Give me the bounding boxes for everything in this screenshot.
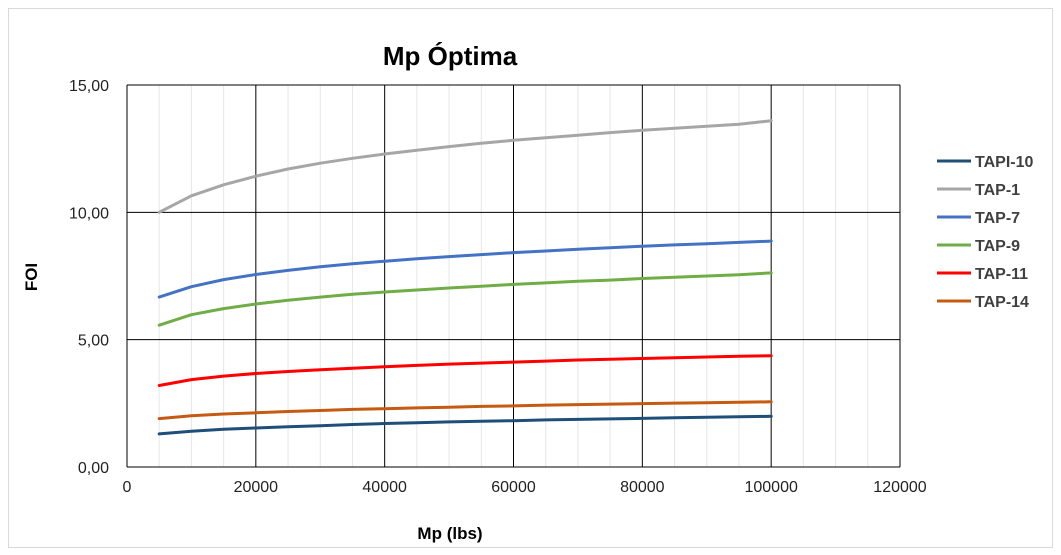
series-line-tap-1 bbox=[157, 119, 773, 214]
legend-label: TAP-1 bbox=[975, 182, 1020, 199]
x-tick-label: 100000 bbox=[744, 479, 797, 496]
series-line-tap-14 bbox=[157, 400, 773, 421]
series-line-tap-7 bbox=[157, 239, 773, 299]
y-axis-label: FOI bbox=[22, 263, 41, 291]
legend: TAPI-10 TAP-1 TAP-7 TAP-9 TAP-11 TAP-14 bbox=[937, 154, 1033, 311]
x-axis-label: Mp (lbs) bbox=[417, 524, 482, 543]
series-line-tapi-10 bbox=[157, 414, 773, 436]
chart-frame: 0 20000 40000 60000 80000 100000 120000 0,00 5,… bbox=[8, 8, 1053, 548]
x-tick-label: 0 bbox=[123, 479, 132, 496]
legend-label: TAP-9 bbox=[975, 238, 1020, 255]
legend-label: TAP-11 bbox=[975, 266, 1028, 283]
y-tick-labels: 0,00 5,00 10,00 15,00 bbox=[69, 78, 109, 477]
series-line-tap-9 bbox=[157, 271, 773, 327]
x-tick-labels: 0 20000 40000 60000 80000 100000 120000 bbox=[123, 479, 927, 496]
x-tick-label: 40000 bbox=[362, 479, 407, 496]
legend-label: TAP-7 bbox=[975, 210, 1020, 227]
y-tick-label: 5,00 bbox=[78, 333, 109, 350]
x-tick-label: 20000 bbox=[234, 479, 279, 496]
y-tick-label: 10,00 bbox=[69, 205, 109, 222]
series-line-tap-11 bbox=[157, 354, 773, 387]
x-tick-label: 120000 bbox=[873, 479, 926, 496]
y-tick-label: 15,00 bbox=[69, 78, 109, 95]
chart-title: Mp Óptima bbox=[383, 41, 518, 71]
x-tick-label: 60000 bbox=[491, 479, 536, 496]
axes bbox=[126, 85, 900, 468]
series-layer bbox=[157, 119, 773, 436]
x-tick-label: 80000 bbox=[620, 479, 665, 496]
y-tick-label: 0,00 bbox=[78, 460, 109, 477]
chart-svg: 0 20000 40000 60000 80000 100000 120000 0,00 5,… bbox=[22, 41, 1033, 543]
legend-label: TAP-14 bbox=[975, 294, 1029, 311]
legend-label: TAPI-10 bbox=[975, 154, 1033, 171]
